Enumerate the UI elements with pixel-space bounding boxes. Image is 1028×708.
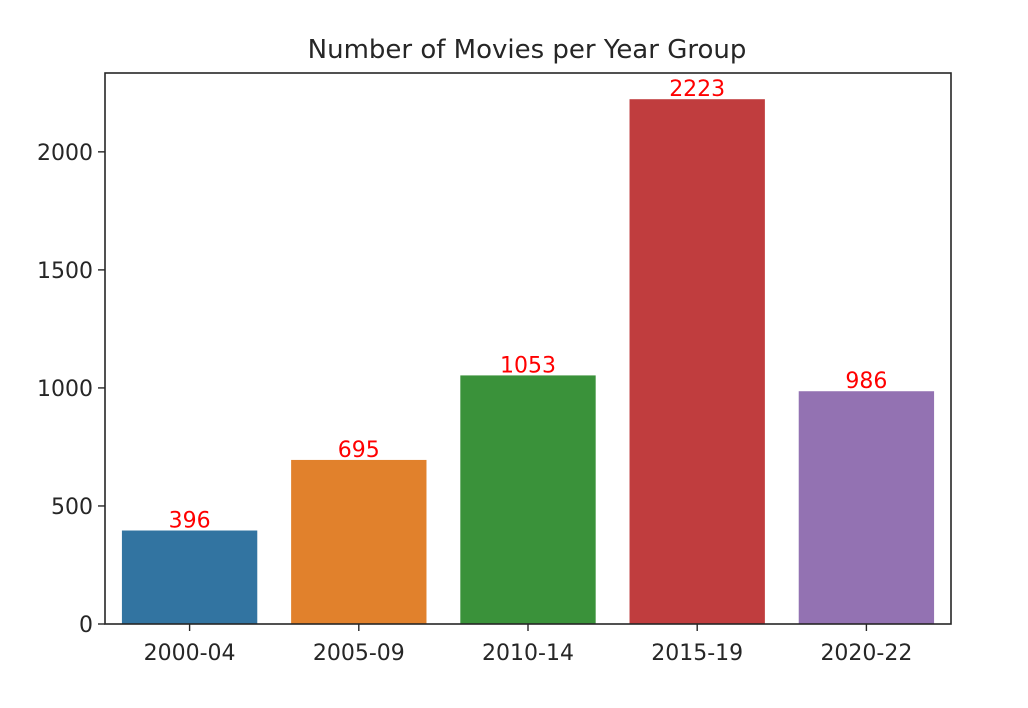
y-tick-label-1500: 1500 — [37, 259, 93, 284]
bars-layer — [121, 99, 935, 625]
y-tick-label-1000: 1000 — [37, 377, 93, 402]
value-label-2015-19: 2223 — [669, 77, 725, 102]
bar-2000-04 — [121, 530, 258, 624]
value-label-2000-04: 396 — [169, 509, 211, 534]
bar-2005-09 — [291, 459, 427, 624]
value-label-2005-09: 695 — [338, 438, 380, 463]
x-tick-label-2005-09: 2005-09 — [313, 641, 405, 666]
chart-title: Number of Movies per Year Group — [308, 35, 747, 65]
value-label-2010-14: 1053 — [500, 353, 556, 378]
y-axis: 0 500 1000 1500 2000 — [37, 141, 105, 638]
bar-2020-22 — [798, 391, 935, 624]
value-label-2020-22: 986 — [845, 369, 887, 394]
y-tick-label-500: 500 — [51, 495, 93, 520]
y-tick-label-2000: 2000 — [37, 141, 93, 166]
x-axis: 2000-04 2005-09 2010-14 2015-19 2020-22 — [144, 624, 912, 666]
y-tick-label-0: 0 — [79, 613, 93, 638]
x-tick-label-2020-22: 2020-22 — [820, 641, 912, 666]
bar-2010-14 — [460, 375, 596, 624]
x-tick-label-2015-19: 2015-19 — [651, 641, 743, 666]
value-labels-layer: 396 695 1053 2223 986 — [169, 77, 888, 533]
bar-2015-19 — [629, 99, 765, 625]
x-tick-label-2000-04: 2000-04 — [144, 641, 236, 666]
plot-frame — [104, 72, 952, 625]
x-tick-label-2010-14: 2010-14 — [482, 641, 574, 666]
